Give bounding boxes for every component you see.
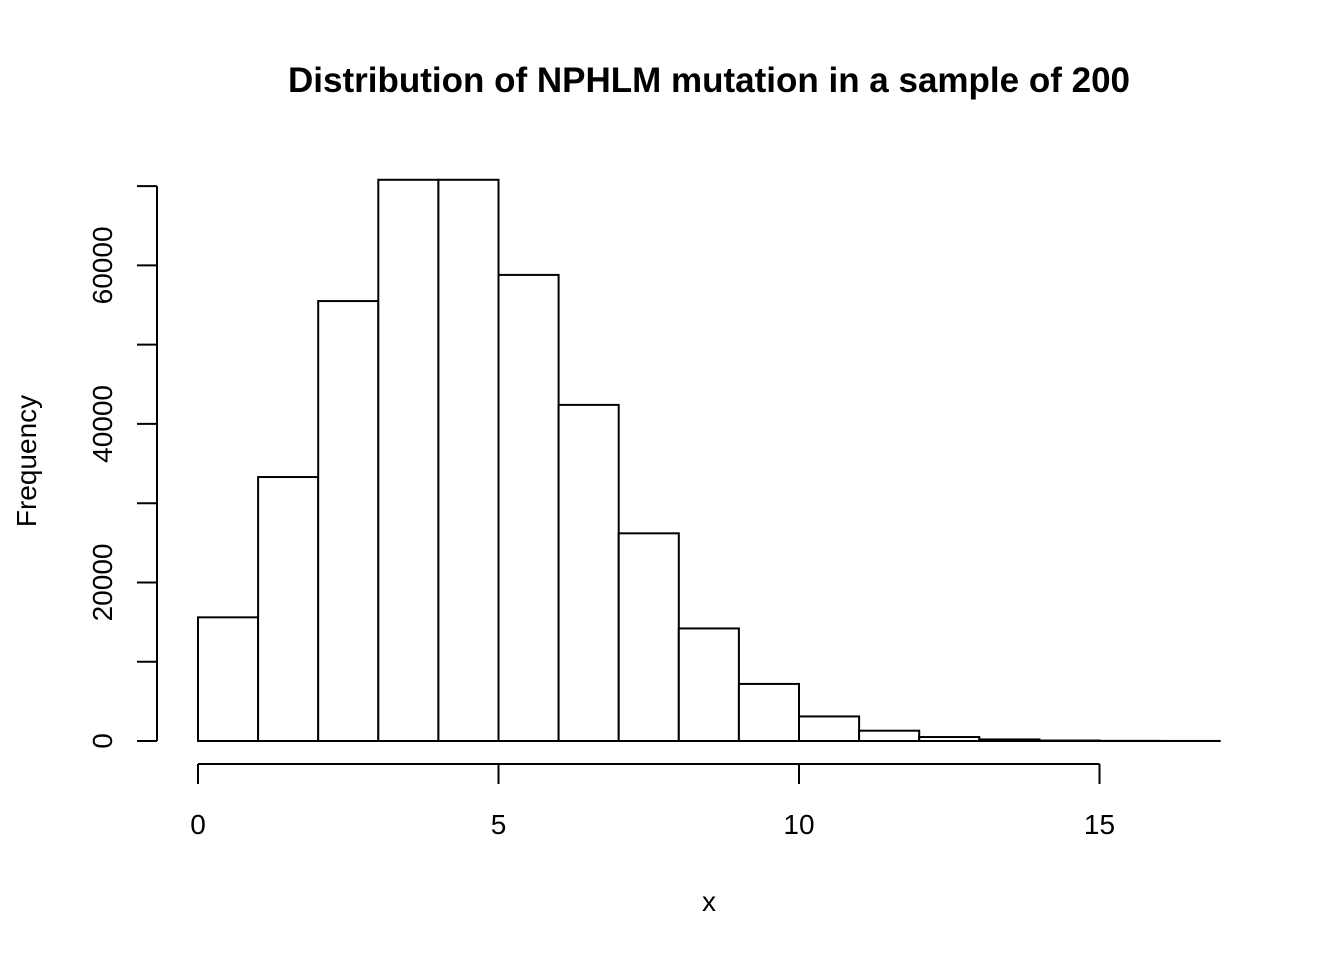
histogram-bar <box>197 616 260 743</box>
y-tick-label: 40000 <box>87 385 118 463</box>
histogram-bar <box>918 736 981 742</box>
bars-group <box>197 178 1221 743</box>
y-axis: 0 20000 40000 60000 <box>87 185 158 749</box>
histogram-bar <box>978 738 1041 743</box>
y-axis-label: Frequency <box>11 395 42 527</box>
histogram-bar <box>737 682 801 742</box>
histogram-bar <box>858 729 921 743</box>
histogram-bar <box>677 627 740 742</box>
x-tick-label: 5 <box>491 809 507 840</box>
y-tick-label: 60000 <box>87 226 118 304</box>
x-tick-label: 15 <box>1084 809 1115 840</box>
histogram-bar <box>798 715 861 743</box>
histogram-bar <box>557 403 620 742</box>
chart-title: Distribution of NPHLM mutation in a samp… <box>288 61 1130 100</box>
histogram-bar <box>437 178 500 743</box>
histogram-bar <box>617 532 680 742</box>
x-axis-label: x <box>702 886 716 917</box>
x-axis: 0 5 10 15 <box>190 763 1115 840</box>
y-tick-label: 0 <box>87 733 118 749</box>
x-tick-label: 10 <box>783 809 814 840</box>
y-tick-label: 20000 <box>87 544 118 622</box>
x-tick-label: 0 <box>190 809 206 840</box>
histogram-bar <box>377 178 440 743</box>
histogram-bar <box>317 300 380 742</box>
histogram-bar <box>497 273 560 742</box>
histogram-bar <box>257 476 320 742</box>
